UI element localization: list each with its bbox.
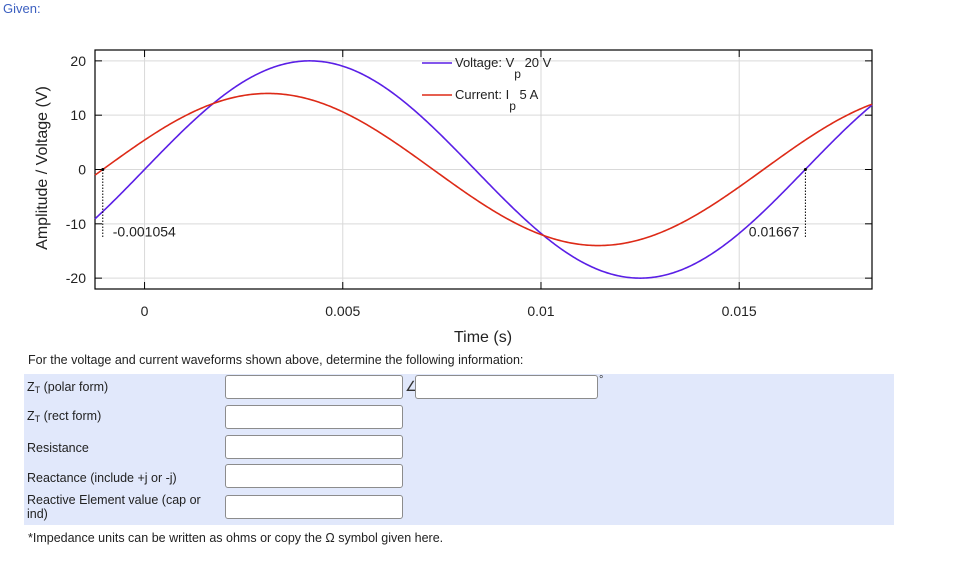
answer-form: ZT (polar form) ∠ ° ZT (rect form) Resis… <box>24 374 894 525</box>
angle-symbol: ∠ <box>405 378 418 394</box>
reactance-input[interactable] <box>225 464 403 488</box>
question-text: For the voltage and current waveforms sh… <box>28 353 524 367</box>
y-tick-label: 20 <box>70 53 86 69</box>
legend-voltage-label: Voltage: Vp 20 V <box>455 55 552 81</box>
waveform-chart: 0 0.005 0.01 0.015 20 10 0 -10 -20 -0.001054 0.01… <box>34 49 873 346</box>
legend-current-label: Current: Ip 5 A <box>455 87 539 113</box>
zt-polar-label-main: Z <box>27 380 35 394</box>
row-resistance: Resistance <box>24 433 894 463</box>
footnote: *Impedance units can be written as ohms … <box>28 531 444 545</box>
zt-rect-label: ZT (rect form) <box>27 409 101 426</box>
x-tick-label: 0.01 <box>527 303 554 319</box>
given-label: Given: <box>3 1 41 16</box>
row-reactance: Reactance (include +j or -j) <box>24 463 894 493</box>
zt-polar-label: ZT (polar form) <box>27 380 108 397</box>
row-zt-polar: ZT (polar form) ∠ ° <box>24 374 894 403</box>
zt-polar-magnitude-input[interactable] <box>225 375 403 399</box>
zt-polar-label-sub: T <box>34 385 41 395</box>
chart-annotations: -0.001054 0.01667 <box>101 168 807 239</box>
row-reactive-element: Reactive Element value (cap or ind) <box>24 493 894 525</box>
y-tick-label: 0 <box>78 162 86 178</box>
x-tick-label: 0.015 <box>722 303 757 319</box>
x-tick-label: 0.005 <box>325 303 360 319</box>
reactive-element-input[interactable] <box>225 495 403 519</box>
x-tick-label: 0 <box>141 303 149 319</box>
y-axis-label: Amplitude / Voltage (V) <box>34 86 51 250</box>
chart-ticks: 0 0.005 0.01 0.015 20 10 0 -10 -20 <box>66 50 872 319</box>
degree-symbol: ° <box>599 374 604 386</box>
resistance-label: Resistance <box>27 441 89 455</box>
voltage-series-line <box>94 60 873 279</box>
x-axis-label: Time (s) <box>454 329 512 346</box>
row-zt-rect: ZT (rect form) <box>24 403 894 433</box>
cursor-point <box>101 168 105 171</box>
zt-rect-label-sub: T <box>34 414 41 424</box>
cursor-point <box>803 168 807 171</box>
reactive-element-label: Reactive Element value (cap or ind) <box>27 493 201 521</box>
reactance-label: Reactance (include +j or -j) <box>27 471 177 485</box>
cursor-label: 0.01667 <box>749 223 800 239</box>
resistance-input[interactable] <box>225 435 403 459</box>
chart-series <box>94 60 873 279</box>
y-tick-label: 10 <box>70 107 86 123</box>
current-series-line <box>94 92 873 247</box>
zt-rect-label-main: Z <box>27 409 35 423</box>
chart-legend: Voltage: Vp 20 V Current: Ip 5 A <box>422 55 552 113</box>
chart-grid <box>95 50 872 289</box>
zt-polar-label-rest: (polar form) <box>40 380 109 394</box>
y-tick-label: -20 <box>66 270 86 286</box>
cursor-label: -0.001054 <box>113 223 176 239</box>
y-tick-label: -10 <box>66 216 86 232</box>
zt-polar-angle-input[interactable] <box>415 375 598 399</box>
zt-rect-label-rest: (rect form) <box>40 409 102 423</box>
zt-rect-input[interactable] <box>225 405 403 429</box>
